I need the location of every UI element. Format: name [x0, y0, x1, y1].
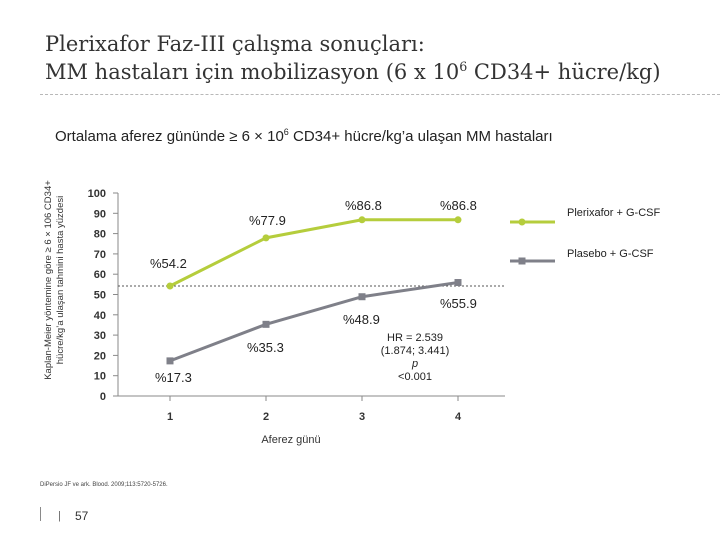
y-tick-label: 30: [94, 330, 106, 342]
legend-label: Plerixafor + G-CSF: [567, 207, 660, 219]
x-tick-label: 3: [359, 411, 365, 423]
data-label: %55.9: [440, 296, 477, 311]
page-separator: |: [58, 510, 61, 522]
series-line-plerixafor: [169, 218, 458, 288]
confidence-interval: (1.874; 3.441): [380, 345, 450, 357]
data-point: [454, 279, 462, 287]
y-tick-label: 100: [88, 188, 106, 200]
y-tick-label: 40: [94, 310, 106, 322]
series-line-placebo: [169, 281, 459, 363]
data-point: [454, 216, 462, 224]
legend-marker: [518, 257, 526, 265]
page-divider: [40, 507, 41, 521]
data-point: [358, 293, 366, 301]
data-point: [166, 282, 174, 290]
x-tick-label: 2: [263, 411, 269, 423]
y-tick-label: 80: [94, 229, 106, 241]
y-tick-label: 90: [94, 208, 106, 220]
x-tick-label: 1: [167, 411, 173, 423]
legend-marker: [518, 218, 526, 226]
data-point: [262, 320, 270, 328]
slide-title: Plerixafor Faz-III çalışma sonuçları: MM…: [45, 30, 661, 86]
data-label: %35.3: [247, 340, 284, 355]
title-line-2: MM hastaları için mobilizasyon (6 x 106 …: [45, 59, 661, 84]
data-label: %17.3: [155, 370, 192, 385]
data-point: [166, 357, 174, 365]
y-tick-label: 60: [94, 269, 106, 281]
page-number: 57: [75, 509, 89, 523]
data-point: [262, 234, 270, 242]
y-tick-label: 50: [94, 290, 106, 302]
data-label: %54.2: [150, 256, 187, 271]
y-tick-label: 20: [94, 350, 106, 362]
chart-subtitle: Ortalama aferez gününde ≥ 6 × 106 CD34+ …: [55, 127, 553, 146]
p-value: p <0.001: [398, 358, 432, 383]
y-tick-label: 0: [100, 391, 106, 403]
data-label: %86.8: [345, 198, 382, 213]
hazard-ratio-box: HR = 2.539 (1.874; 3.441) p <0.001: [350, 332, 480, 384]
data-label: %48.9: [343, 312, 380, 327]
y-tick-label: 10: [94, 371, 106, 383]
y-tick-label: 70: [94, 249, 106, 261]
legend-label: Plasebo + G-CSF: [567, 248, 654, 260]
title-separator: [40, 94, 720, 95]
data-label: %77.9: [249, 213, 286, 228]
citation-footnote: DiPersio JF ve ark. Blood. 2009;113:5720…: [40, 482, 168, 488]
data-label: %86.8: [440, 198, 477, 213]
x-tick-label: 4: [455, 411, 462, 423]
hazard-ratio: HR = 2.539: [387, 332, 443, 344]
title-line-1: Plerixafor Faz-III çalışma sonuçları:: [45, 32, 425, 56]
data-point: [358, 216, 366, 224]
x-axis-label: Aferez günü: [261, 434, 320, 446]
